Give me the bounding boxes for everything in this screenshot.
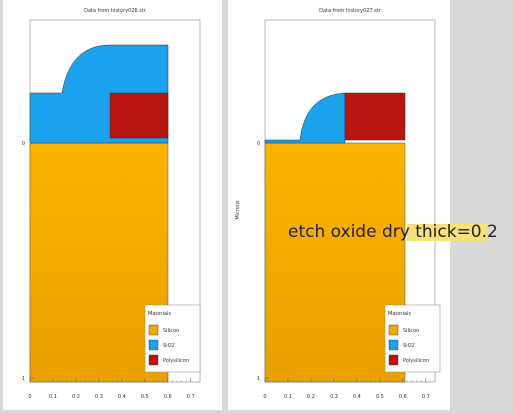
y-axis-label: Microns [235, 200, 241, 220]
legend-label: SiO2 [163, 343, 175, 349]
legend-label: Silicon [403, 328, 419, 334]
x-tick-label: 0.7 [187, 394, 195, 400]
x-tick-label: 0.2 [72, 394, 80, 400]
legend-label: Silicon [163, 328, 179, 334]
polysilicon [344, 92, 406, 141]
x-tick-label: 0 [28, 394, 31, 400]
legend-label: Polysilicon [403, 358, 429, 364]
x-tick-label: 0.6 [164, 394, 172, 400]
x-tick-label: 0.3 [95, 394, 103, 400]
x-tick-label: 0.4 [118, 394, 126, 400]
legend-swatch [388, 324, 399, 336]
x-tick-label: 0.5 [141, 394, 149, 400]
x-tick-label: 0.1 [284, 394, 292, 400]
x-tick-label: 0.6 [399, 394, 407, 400]
x-tick-label: 0.1 [49, 394, 57, 400]
y-tick-label: 1 [22, 376, 25, 382]
panel-title: Data from history027.str [319, 8, 382, 14]
legend-title: Materials [388, 311, 411, 317]
x-tick-label: 0.5 [376, 394, 384, 400]
legend-label: Polysilicon [163, 358, 189, 364]
legend-swatch [388, 339, 399, 351]
legend-swatch [148, 354, 159, 366]
legend-swatch [148, 324, 159, 336]
panel-title: Data from history026.str [84, 8, 147, 14]
x-tick-label: 0.7 [422, 394, 430, 400]
y-tick-label: 1 [257, 376, 260, 382]
legend-swatch [148, 339, 159, 351]
polysilicon [109, 92, 169, 139]
x-tick-label: 0 [263, 394, 266, 400]
highlight [407, 224, 487, 241]
annotation: etch oxide dry thick=0.2 [288, 222, 498, 242]
x-tick-label: 0.2 [307, 394, 315, 400]
legend-swatch [388, 354, 399, 366]
x-tick-label: 0.3 [330, 394, 338, 400]
y-tick-label: 0 [22, 141, 25, 147]
legend-label: SiO2 [403, 343, 415, 349]
x-tick-label: 0.4 [353, 394, 361, 400]
silicon [264, 142, 406, 383]
y-tick-label: 0 [257, 141, 260, 147]
legend-title: Materials [148, 311, 171, 317]
